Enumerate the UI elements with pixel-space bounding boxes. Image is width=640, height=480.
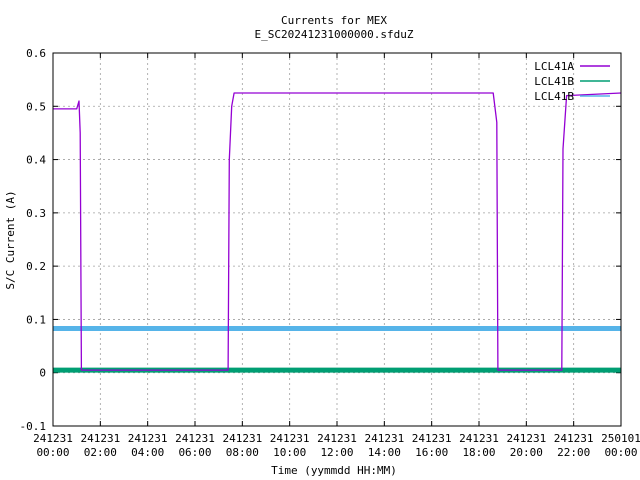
x-tick-label: 241231 <box>459 432 499 445</box>
x-tick-label: 00:00 <box>36 446 69 459</box>
x-tick-label: 20:00 <box>510 446 543 459</box>
x-tick-label: 250101 <box>601 432 640 445</box>
legend-label: LCL41B <box>534 75 574 88</box>
chart-subtitle: E_SC20241231000000.sfduZ <box>255 28 414 41</box>
plot-frame <box>52 52 622 427</box>
x-tick-label: 22:00 <box>557 446 590 459</box>
x-tick-label: 241231 <box>222 432 262 445</box>
x-tick-label: 04:00 <box>131 446 164 459</box>
x-tick-label: 241231 <box>33 432 73 445</box>
y-tick-label: -0.1 <box>20 420 47 433</box>
legend: LCL41A LCL41B LCL41B <box>534 60 610 103</box>
x-tick-labels: 24123100:0024123102:0024123104:002412310… <box>33 432 640 459</box>
x-tick-label: 241231 <box>364 432 404 445</box>
y-tick-label: 0.3 <box>26 207 46 220</box>
series-group <box>53 92 622 373</box>
y-tick-label: 0 <box>39 367 46 380</box>
x-tick-label: 241231 <box>270 432 310 445</box>
x-tick-label: 241231 <box>80 432 120 445</box>
y-tick-label: 0.5 <box>26 100 46 113</box>
y-tick-label: 0.1 <box>26 313 46 326</box>
x-tick-label: 18:00 <box>462 446 495 459</box>
y-tick-label: 0.2 <box>26 260 46 273</box>
x-tick-label: 241231 <box>317 432 357 445</box>
x-tick-label: 241231 <box>128 432 168 445</box>
x-tick-label: 06:00 <box>178 446 211 459</box>
chart-title: Currents for MEX <box>281 14 387 27</box>
x-tick-label: 10:00 <box>273 446 306 459</box>
x-tick-label: 241231 <box>412 432 452 445</box>
x-tick-label: 241231 <box>554 432 594 445</box>
x-tick-label: 12:00 <box>320 446 353 459</box>
x-axis-label: Time (yymmdd HH:MM) <box>271 464 397 477</box>
grid <box>52 52 622 427</box>
x-tick-label: 241231 <box>506 432 546 445</box>
y-axis-label: S/C Current (A) <box>4 190 17 289</box>
y-tick-label: 0.6 <box>26 47 46 60</box>
y-tick-labels: -0.1 0 0.1 0.2 0.3 0.4 0.5 0.6 <box>20 47 47 433</box>
x-tick-label: 08:00 <box>226 446 259 459</box>
x-tick-label: 16:00 <box>415 446 448 459</box>
series-line-0 <box>53 92 622 371</box>
x-tick-label: 02:00 <box>84 446 117 459</box>
legend-label: LCL41A <box>534 60 574 73</box>
y-tick-label: 0.4 <box>26 154 46 167</box>
x-tick-label: 00:00 <box>604 446 637 459</box>
x-tick-label: 241231 <box>175 432 215 445</box>
x-tick-label: 14:00 <box>368 446 401 459</box>
legend-label: LCL41B <box>534 90 574 103</box>
